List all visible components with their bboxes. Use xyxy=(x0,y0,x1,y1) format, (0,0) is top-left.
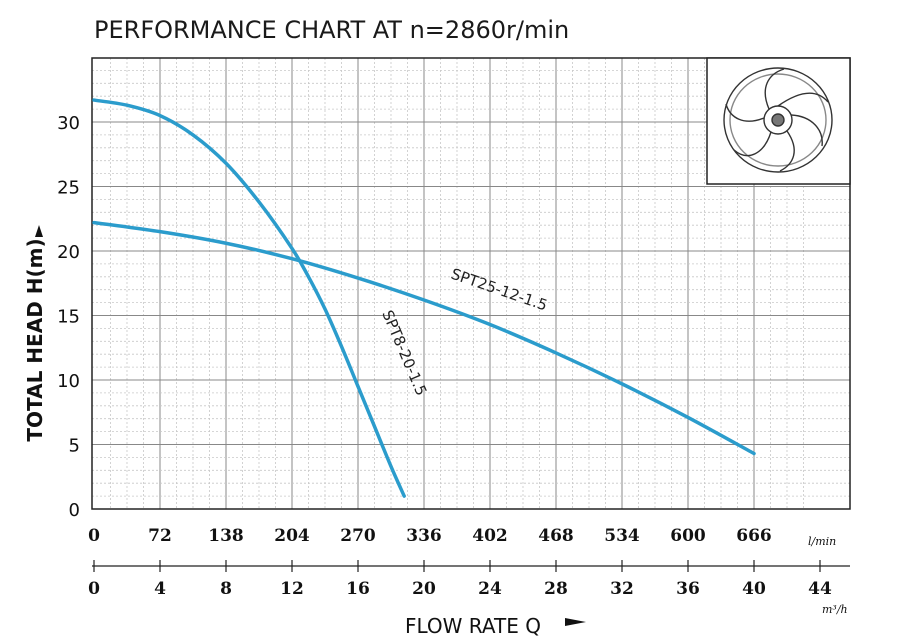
x-tick-m3h-label: 40 xyxy=(742,579,766,599)
y-tick-label: 20 xyxy=(57,242,80,263)
chart-title: PERFORMANCE CHART AT n=2860r/min xyxy=(94,16,569,44)
series-label-group-1: SPT8-20-1.5 xyxy=(378,308,430,399)
y-arrow-icon xyxy=(35,225,43,237)
x-tick-m3h-label: 32 xyxy=(610,579,634,599)
series-label-group-2: SPT25-12-1.5 xyxy=(449,265,550,315)
impeller-inset xyxy=(706,57,851,185)
plot-frame xyxy=(91,57,851,510)
y-axis-label: TOTAL HEAD H(m) xyxy=(23,238,47,441)
curves xyxy=(92,98,756,498)
x-tick-lmin-label: 336 xyxy=(406,526,442,546)
x-tick-lmin-label: 270 xyxy=(340,526,376,546)
y-tick-label: 10 xyxy=(57,371,80,392)
y-tick-label: 0 xyxy=(69,500,80,521)
x-tick-lmin-label: 600 xyxy=(670,526,706,546)
x-tick-lmin-label: 138 xyxy=(208,526,244,546)
series-line-spt25 xyxy=(92,220,756,456)
series-label-spt25: SPT25-12-1.5 xyxy=(449,265,550,315)
y-axis-label-group: TOTAL HEAD H(m) xyxy=(23,238,47,441)
x-axis-lmin-ticks: 0 72 138 204 270 336 402 468 534 600 666 xyxy=(88,526,772,546)
x-tick-lmin-label: 72 xyxy=(148,526,172,546)
x-tick-m3h-label: 20 xyxy=(412,579,436,599)
x-tick-m3h-label: 8 xyxy=(220,579,232,599)
y-axis-ticks: 0 5 10 15 20 25 30 xyxy=(57,113,80,521)
x-unit-m3h: m³/h xyxy=(822,603,848,616)
x-axis-label: FLOW RATE Q xyxy=(405,614,541,638)
x-tick-lmin-label: 666 xyxy=(736,526,772,546)
x-tick-m3h-label: 16 xyxy=(346,579,370,599)
series-line-spt8 xyxy=(92,98,406,498)
x-tick-m3h-label: 0 xyxy=(88,579,100,599)
x-tick-m3h-label: 12 xyxy=(280,579,304,599)
x-tick-lmin-label: 0 xyxy=(88,526,100,546)
x-axis-m3h-ticks: 0 4 8 12 16 20 24 28 32 36 40 44 xyxy=(88,560,832,599)
y-tick-label: 30 xyxy=(57,113,80,134)
y-tick-label: 25 xyxy=(57,178,80,199)
x-tick-m3h-label: 4 xyxy=(154,579,166,599)
x-unit-lmin: l/min xyxy=(808,535,836,548)
x-tick-m3h-label: 44 xyxy=(808,579,832,599)
impeller-icon xyxy=(723,67,833,173)
series-label-spt8: SPT8-20-1.5 xyxy=(378,308,430,399)
x-tick-lmin-label: 534 xyxy=(604,526,640,546)
x-tick-m3h-label: 24 xyxy=(478,579,502,599)
x-tick-lmin-label: 468 xyxy=(538,526,574,546)
y-tick-label: 5 xyxy=(69,436,80,457)
x-tick-m3h-label: 28 xyxy=(544,579,568,599)
x-tick-lmin-label: 402 xyxy=(472,526,508,546)
x-tick-lmin-label: 204 xyxy=(274,526,310,546)
grid xyxy=(92,58,850,509)
y-tick-label: 15 xyxy=(57,307,80,328)
x-tick-m3h-label: 36 xyxy=(676,579,700,599)
x-arrow-icon xyxy=(565,618,586,626)
